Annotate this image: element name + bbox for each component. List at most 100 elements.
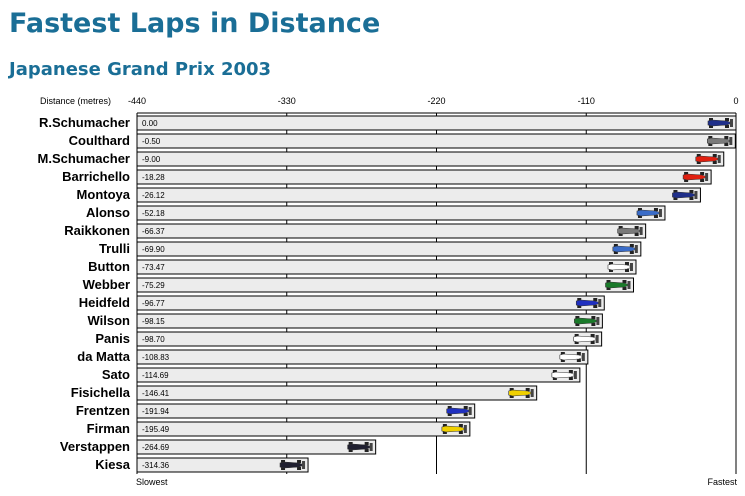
car-wheel bbox=[673, 190, 678, 193]
bar-row: Heidfeld -96.77 bbox=[79, 295, 605, 311]
car-wing bbox=[729, 137, 733, 145]
car-wing bbox=[639, 227, 643, 235]
car-wheel bbox=[606, 287, 611, 290]
car-body bbox=[347, 443, 373, 451]
car-wheel bbox=[525, 395, 530, 398]
car-body bbox=[559, 353, 585, 361]
value-label: -195.49 bbox=[142, 425, 170, 434]
driver-label: Button bbox=[88, 259, 130, 274]
car-wheel bbox=[725, 125, 729, 128]
value-label: -52.18 bbox=[142, 209, 165, 218]
car-icon bbox=[612, 244, 638, 254]
car-wing bbox=[627, 281, 631, 289]
bar bbox=[136, 295, 605, 311]
car-wing bbox=[598, 299, 602, 307]
bar bbox=[136, 367, 581, 383]
car-wing bbox=[369, 443, 373, 451]
bars: R.Schumacher 0.00 Coulthard -0.50 M.Schumach… bbox=[38, 115, 737, 473]
car-body bbox=[508, 389, 534, 397]
car-icon bbox=[695, 154, 721, 164]
car-icon bbox=[347, 442, 373, 452]
bar-row: Verstappen -264.69 bbox=[60, 439, 377, 455]
car-icon bbox=[508, 388, 534, 398]
value-label: -264.69 bbox=[142, 443, 170, 452]
car-icon bbox=[636, 208, 662, 218]
bar bbox=[136, 187, 701, 203]
driver-label: Wilson bbox=[88, 313, 131, 328]
tick-label: -220 bbox=[427, 96, 445, 106]
bar-row: Panis -98.70 bbox=[95, 331, 603, 347]
car-body bbox=[695, 155, 721, 163]
value-label: -26.12 bbox=[142, 191, 165, 200]
car-wing bbox=[596, 317, 600, 325]
value-label: -96.77 bbox=[142, 299, 165, 308]
tick-labels: -440 -330 -220 -110 0 bbox=[128, 96, 739, 106]
bar-row: M.Schumacher -9.00 bbox=[38, 151, 725, 167]
car-wing bbox=[581, 353, 585, 361]
car-wheel bbox=[458, 424, 463, 427]
value-label: -314.36 bbox=[142, 461, 170, 470]
car-wheel bbox=[442, 431, 447, 434]
car-body bbox=[551, 371, 577, 379]
driver-label: Webber bbox=[83, 277, 130, 292]
bar-row: Raikkonen -66.37 bbox=[64, 223, 647, 239]
value-label: -69.90 bbox=[142, 245, 165, 254]
driver-label: Verstappen bbox=[60, 439, 130, 454]
car-wheel bbox=[560, 359, 565, 362]
car-wheel bbox=[606, 280, 611, 283]
driver-label: Fisichella bbox=[71, 385, 131, 400]
car-body bbox=[605, 281, 631, 289]
bar bbox=[136, 151, 725, 167]
car-wheel bbox=[684, 179, 689, 182]
bar-row: Trulli -69.90 bbox=[99, 241, 642, 257]
car-wheel bbox=[613, 251, 618, 254]
car-icon bbox=[707, 136, 733, 146]
car-wheel bbox=[724, 143, 729, 146]
bar bbox=[136, 205, 666, 221]
bar bbox=[136, 421, 471, 437]
bar-row: Barrichello -18.28 bbox=[62, 169, 712, 185]
bar-row: Sato -114.69 bbox=[102, 367, 581, 383]
car-wheel bbox=[689, 190, 694, 193]
car-wing bbox=[705, 173, 709, 181]
car-body bbox=[672, 191, 698, 199]
car-body bbox=[636, 209, 662, 217]
car-body bbox=[573, 335, 599, 343]
bar-row: da Matta -108.83 bbox=[77, 349, 589, 365]
car-wheel bbox=[613, 244, 618, 247]
tick-label: -110 bbox=[578, 96, 595, 106]
car-wheel bbox=[593, 298, 598, 301]
bar-row: Firman -195.49 bbox=[87, 421, 471, 437]
car-wheel bbox=[622, 287, 627, 290]
value-label: -0.50 bbox=[142, 137, 161, 146]
car-wheel bbox=[689, 197, 694, 200]
car-wheel bbox=[348, 442, 353, 445]
car-wheel bbox=[568, 377, 573, 380]
bar bbox=[136, 349, 589, 365]
car-wheel bbox=[725, 118, 729, 121]
car-wing bbox=[463, 425, 467, 433]
car-wheel bbox=[624, 269, 629, 272]
value-label: -98.70 bbox=[142, 335, 165, 344]
car-wheel bbox=[712, 161, 717, 164]
value-label: -66.37 bbox=[142, 227, 165, 236]
car-icon bbox=[707, 118, 733, 128]
car-wheel bbox=[700, 179, 705, 182]
car-icon bbox=[672, 190, 698, 200]
car-wing bbox=[717, 155, 721, 163]
driver-label: da Matta bbox=[77, 349, 131, 364]
car-wheel bbox=[281, 467, 286, 470]
car-wheel bbox=[590, 341, 595, 344]
car-wing bbox=[302, 461, 306, 469]
bar bbox=[136, 133, 736, 149]
car-wing bbox=[595, 335, 599, 343]
car-icon bbox=[279, 460, 306, 470]
bar-row: Fisichella -146.41 bbox=[71, 385, 538, 401]
value-label: -73.47 bbox=[142, 263, 165, 272]
grid-layer bbox=[136, 112, 737, 474]
car-body bbox=[575, 299, 602, 307]
car-wheel bbox=[709, 118, 713, 121]
car-wheel bbox=[577, 298, 582, 301]
car-wheel bbox=[637, 208, 642, 211]
